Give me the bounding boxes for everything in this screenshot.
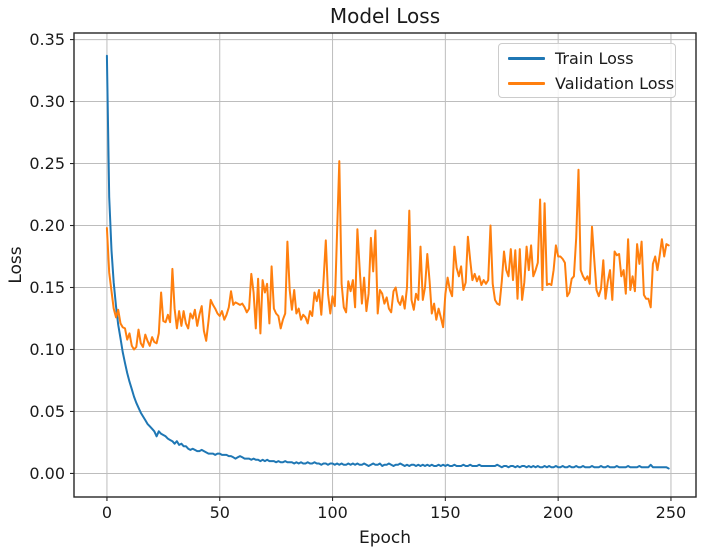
train-loss-line-swatch: [508, 56, 545, 60]
x-tick-label: 250: [656, 503, 687, 522]
y-tick-label: 0.15: [29, 278, 65, 297]
chart-title: Model Loss: [329, 4, 441, 28]
y-tick-label: 0.00: [29, 464, 65, 483]
y-tick-label: 0.20: [29, 216, 65, 235]
legend-label-validation-loss: Validation Loss: [555, 73, 675, 93]
y-tick-label: 0.05: [29, 402, 65, 421]
x-tick-label: 0: [102, 503, 112, 522]
x-tick-label: 150: [430, 503, 461, 522]
x-axis-label: Epoch: [358, 528, 412, 548]
x-tick-label: 200: [543, 503, 574, 522]
x-tick-label: 100: [317, 503, 348, 522]
legend-item-validation-loss: Validation Loss: [505, 73, 674, 93]
validation-loss-line-swatch: [508, 81, 545, 85]
train-loss-line: [105, 54, 670, 470]
y-tick-label: 0.30: [29, 92, 65, 111]
y-tick-label: 0.10: [29, 340, 65, 359]
y-axis-label: Loss: [6, 246, 26, 284]
x-tick-label: 50: [210, 503, 230, 522]
legend-item-train-loss: Train Loss: [505, 48, 669, 68]
legend-label-train-loss: Train Loss: [555, 48, 634, 68]
y-tick-label: 0.35: [29, 30, 65, 49]
legend: Train Loss Validation Loss: [498, 43, 676, 98]
validation-loss-line: [105, 160, 670, 351]
y-tick-label: 0.25: [29, 154, 65, 173]
axes-border: [73, 32, 697, 498]
